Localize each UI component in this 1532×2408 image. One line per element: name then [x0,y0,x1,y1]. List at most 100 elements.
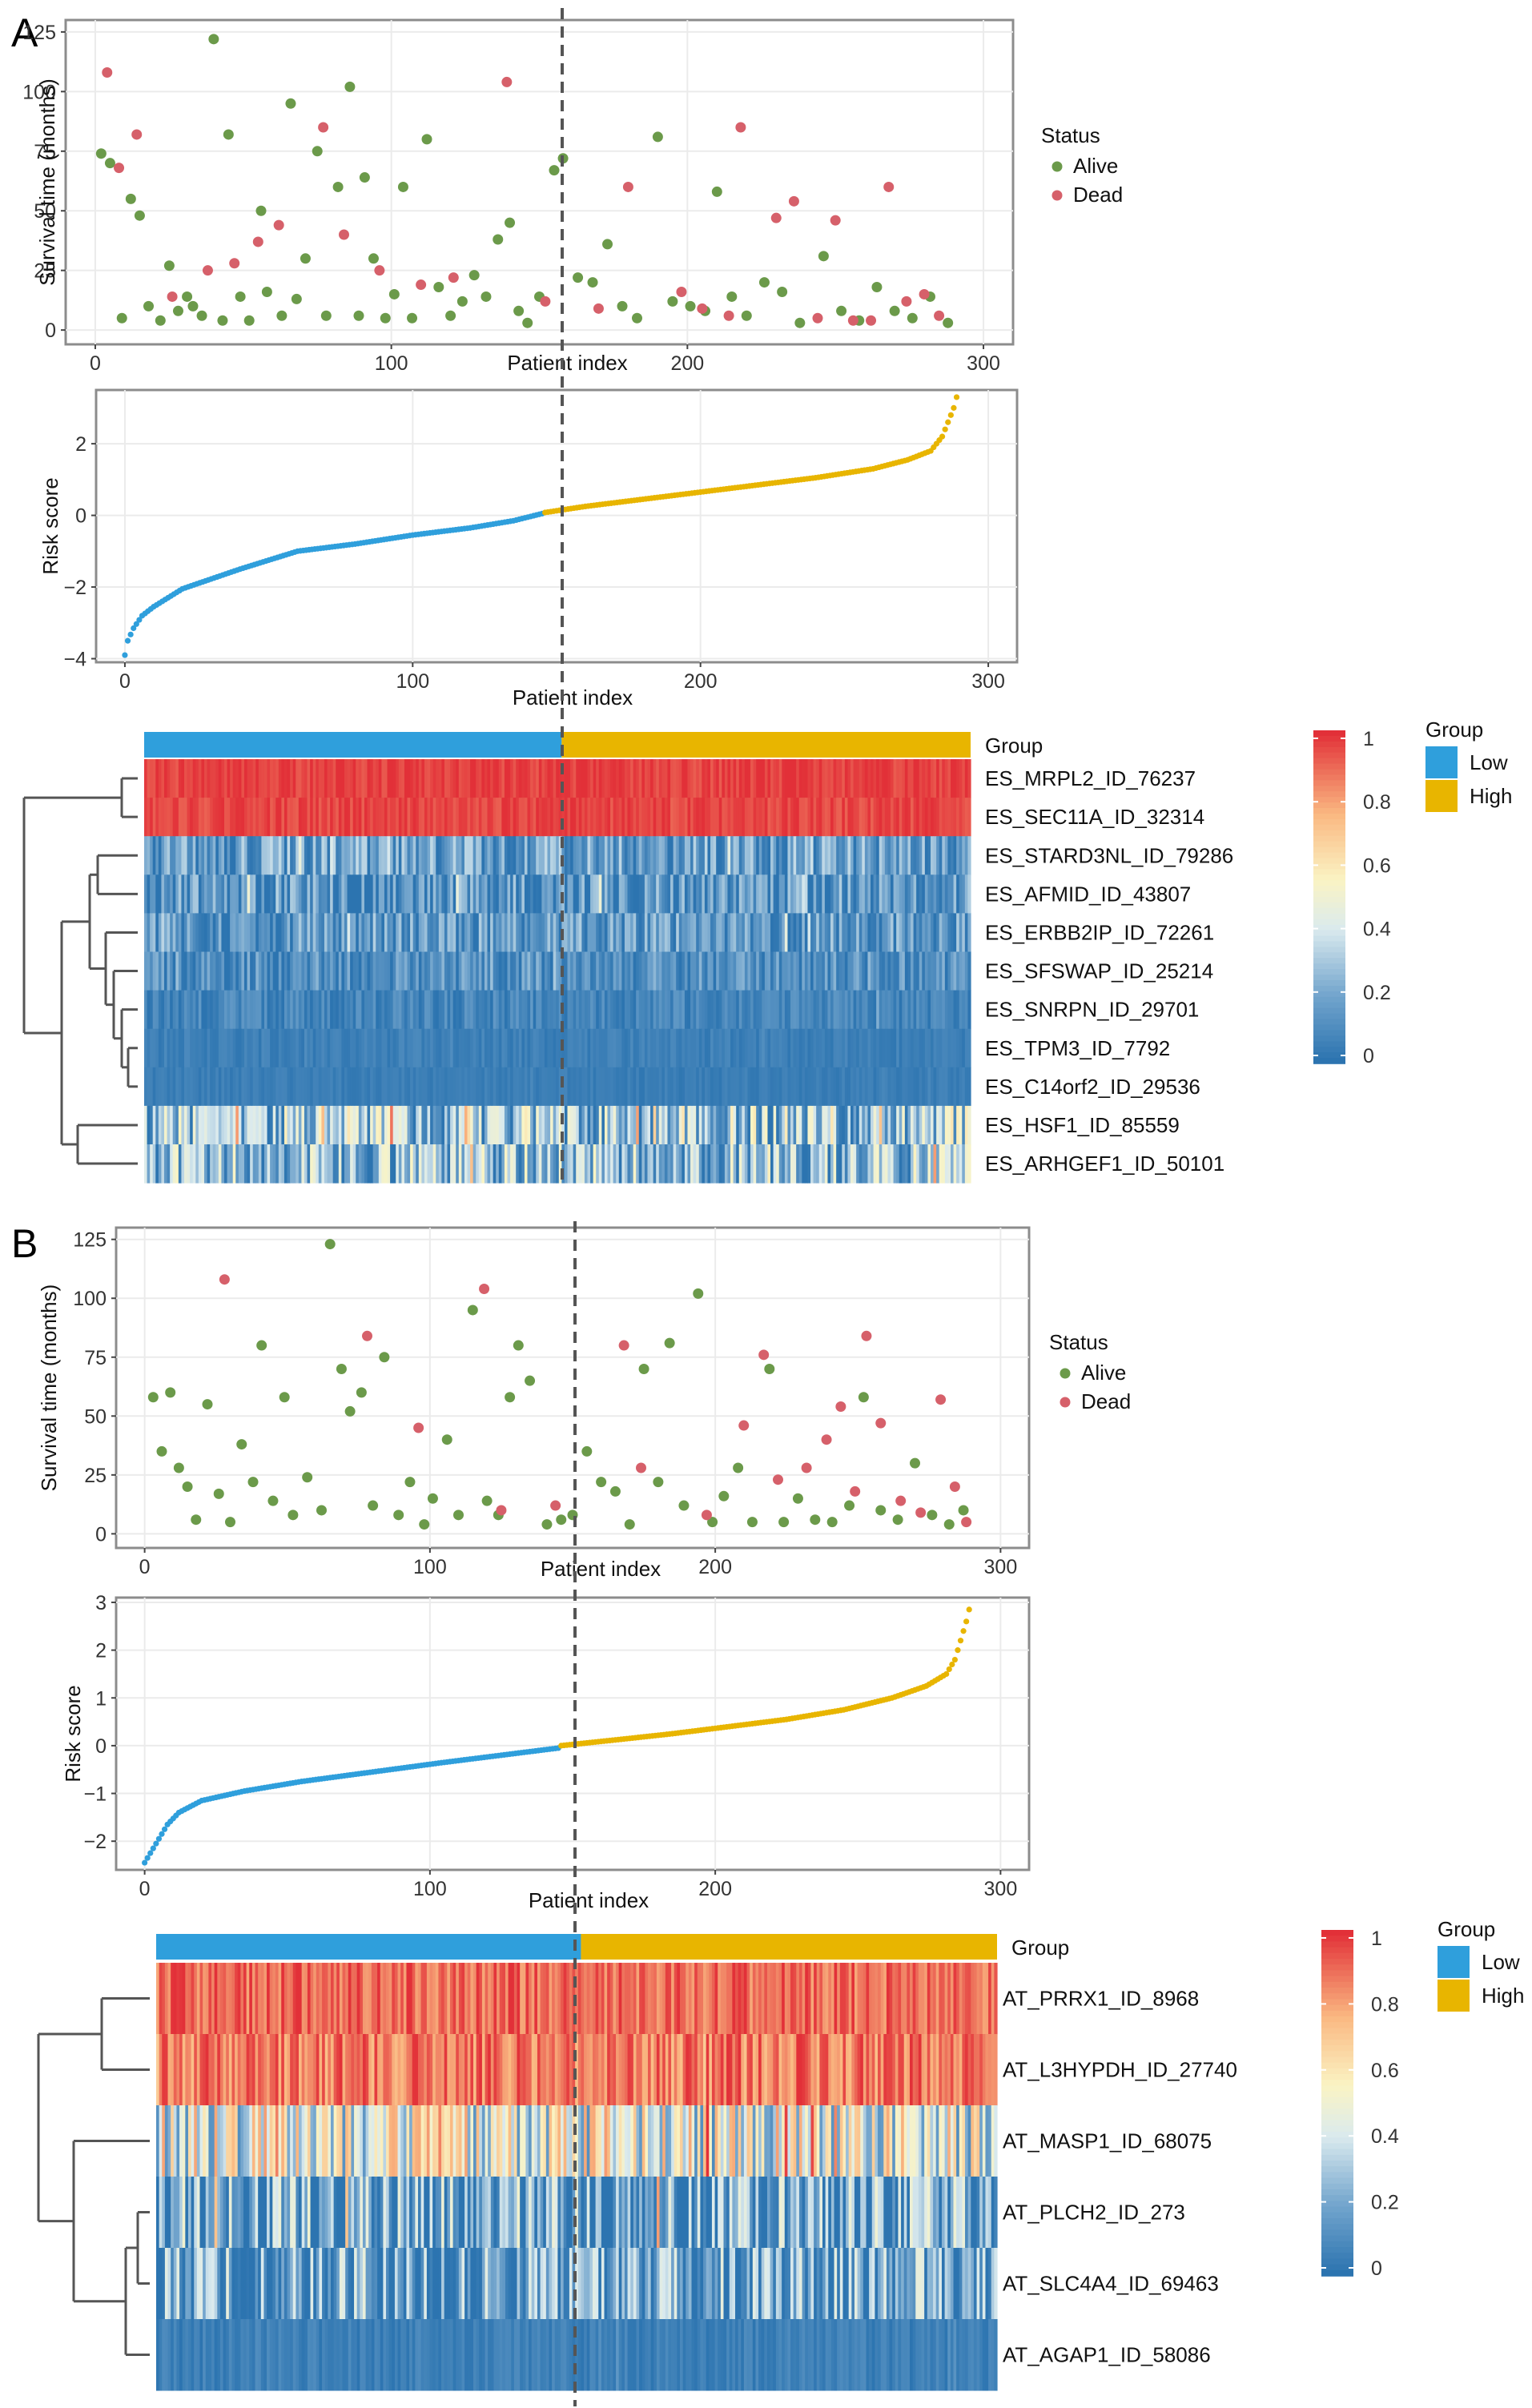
heatmap-cell [330,836,334,875]
heatmap-cell [836,1067,840,1107]
heatmap-cell [484,759,489,798]
heatmap-cell [616,759,620,798]
heatmap-cell [569,2105,573,2177]
heatmap-cell [421,1105,425,1145]
heatmap-cell [627,798,631,837]
heatmap-cell [824,913,829,952]
heatmap-cell [830,759,834,798]
alive-point [155,315,166,326]
heatmap-cell [893,951,897,991]
heatmap-cell [750,836,754,875]
heatmap-cell [553,951,557,991]
heatmap-cell [344,990,348,1030]
heatmap-cell [856,836,860,875]
heatmap-cell [822,951,826,991]
heatmap-cell [596,836,600,875]
heatmap-cell [544,1105,549,1145]
heatmap-cell [607,836,611,875]
heatmap-cell [931,874,935,914]
heatmap-cell [661,798,665,837]
heatmap-cell [733,759,737,798]
heatmap-cell [552,2034,556,2106]
heatmap-cell [152,1067,156,1107]
heatmap-cell [882,798,886,837]
heatmap-cell [507,951,511,991]
heatmap-cell [627,1028,631,1068]
heatmap-cell [324,990,328,1030]
heatmap-cell [899,1067,903,1107]
heatmap-cell [232,836,236,875]
heatmap-cell [847,759,851,798]
heatmap-cell [851,2034,855,2106]
heatmap-cell [899,951,903,991]
colorbar-segment [1313,1019,1345,1026]
heatmap-cell [427,1028,431,1068]
heatmap-cell [270,1028,274,1068]
heatmap-cell [330,913,334,952]
heatmap-cell [226,2105,230,2177]
colorbar-segment [1313,880,1345,886]
heatmap-cell [159,2034,163,2106]
heatmap-cell [438,798,442,837]
heatmap-cell [944,1105,949,1145]
gene-label: ES_SNRPN_ID_29701 [985,998,1199,1022]
heatmap-cell [776,913,780,952]
heatmap-cell [485,2105,489,2177]
heatmap-cell [198,1105,203,1145]
heatmap-cell [298,1067,303,1107]
heatmap-cell [913,951,917,991]
heatmap-cell [627,759,631,798]
heatmap-cell [942,1067,946,1107]
heatmap-cell [476,874,480,914]
heatmap-cell [678,1105,682,1145]
heatmap-cell [864,798,869,837]
heatmap-cell [876,913,880,952]
heatmap-cell [882,874,886,914]
heatmap-cell [587,1144,591,1184]
heatmap-cell [732,2034,736,2106]
heatmap-cell [577,1963,582,2035]
heatmap-cell [907,2034,911,2106]
heatmap-cell [396,759,400,798]
heatmap-cell [764,913,769,952]
heatmap-cell [158,1144,163,1184]
heatmap-cell [278,759,283,798]
alive-point [638,1363,649,1374]
heatmap-cell [215,874,219,914]
heatmap-cell [704,990,709,1030]
x-tick-label: 100 [396,670,429,693]
heatmap-cell [916,836,920,875]
heatmap-cell [667,913,671,952]
heatmap-cell [807,951,811,991]
heatmap-cell [356,1028,360,1068]
heatmap-cell [261,913,265,952]
colorbar-segment [1313,913,1345,920]
heatmap-cell [307,836,311,875]
heatmap-cell [750,990,754,1030]
heatmap-cell [283,913,288,952]
heatmap-cell [547,1105,551,1145]
heatmap-cell [452,759,456,798]
colorbar-segment [1313,797,1345,803]
heatmap-cell [744,990,749,1030]
heatmap-cell [896,759,900,798]
heatmap-cell [790,1144,794,1184]
heatmap-cell [396,798,400,837]
heatmap-cell [338,759,342,798]
heatmap-cell [183,1105,188,1145]
heatmap-cell [902,1105,906,1145]
heatmap-cell [738,1067,742,1107]
heatmap-cell [807,1963,812,2035]
heatmap-cell [536,874,540,914]
heatmap-cell [956,1105,960,1145]
heatmap-cell [155,798,159,837]
heatmap-cell [350,798,354,837]
heatmap-cell [624,1963,629,2035]
heatmap-cell [664,990,669,1030]
heatmap-cell [573,1144,577,1184]
heatmap-cell [296,1105,300,1145]
heatmap-cell [730,1028,734,1068]
heatmap-cell [493,798,497,837]
dead-point [219,1274,230,1285]
heatmap-cell [341,798,345,837]
